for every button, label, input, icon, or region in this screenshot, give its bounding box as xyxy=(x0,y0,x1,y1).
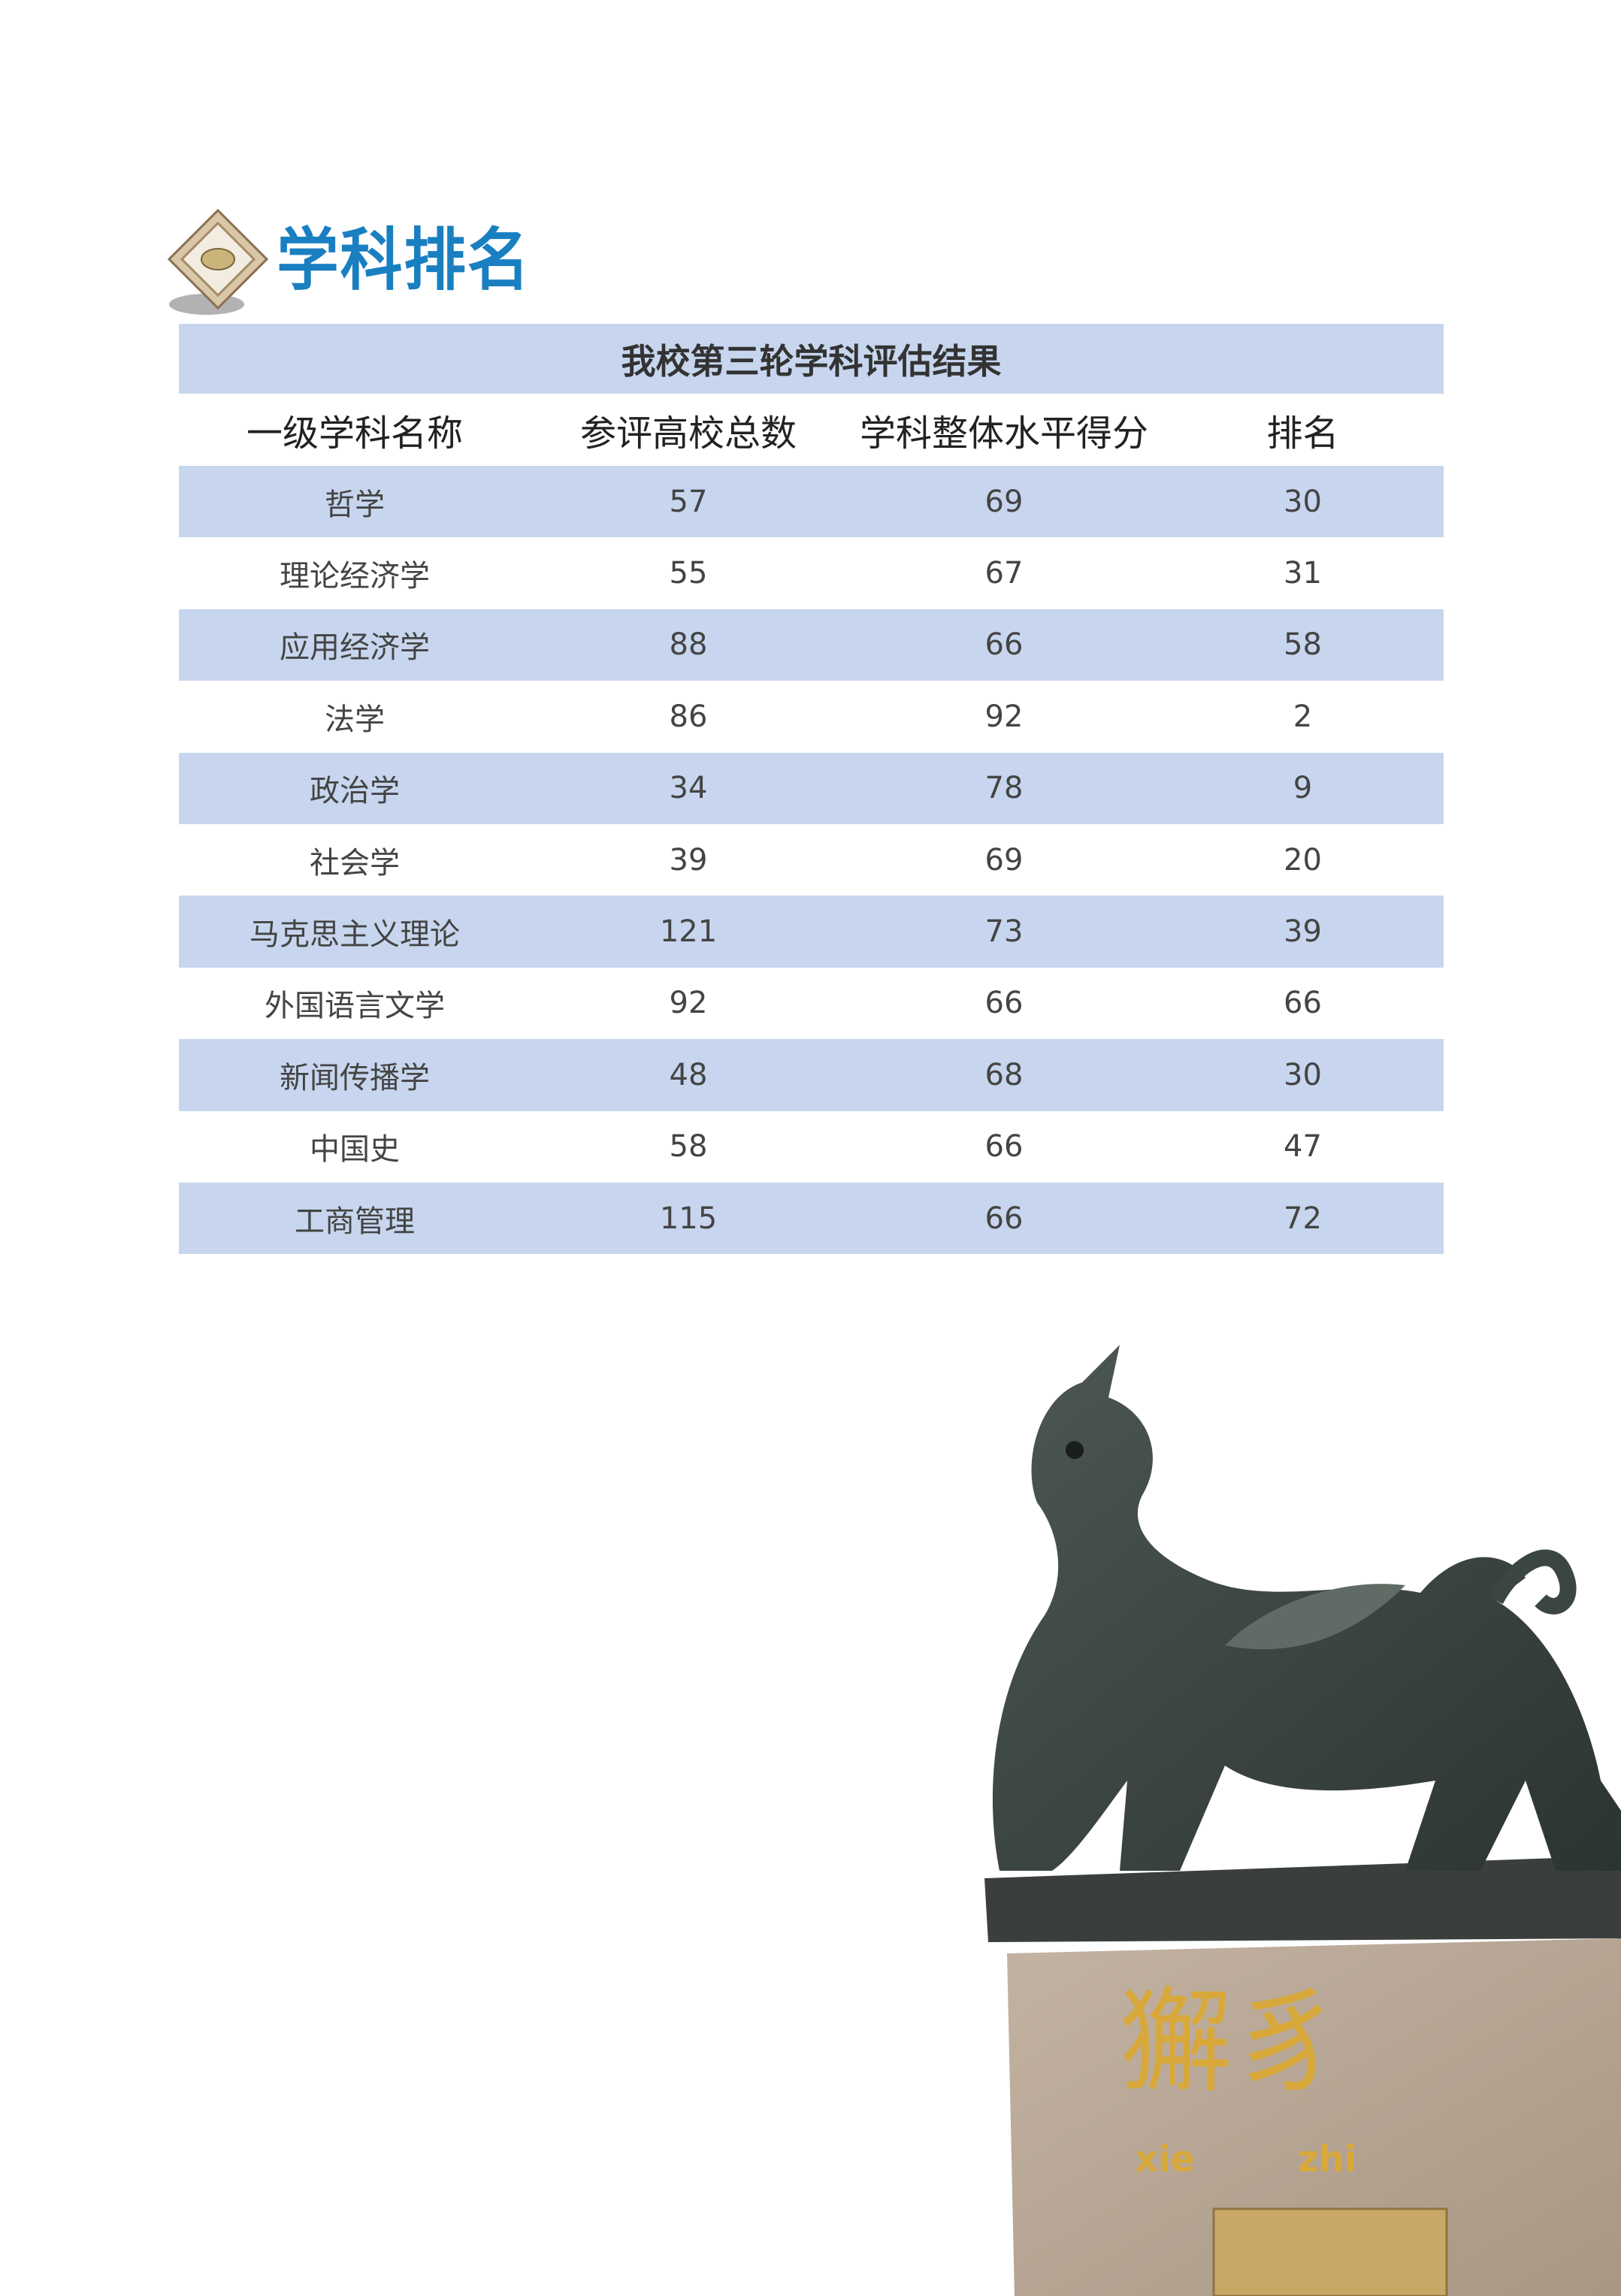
diamond-emblem-icon xyxy=(167,208,269,315)
cell-score: 66 xyxy=(984,1201,1024,1236)
cell-discipline: 新闻传播学 xyxy=(280,1060,430,1095)
table-row: 外国语言文学 92 66 66 xyxy=(179,968,1444,1039)
cell-total-universities: 58 xyxy=(669,1129,708,1165)
table-row: 中国史 58 66 47 xyxy=(179,1111,1444,1183)
cell-rank: 39 xyxy=(1284,914,1322,950)
page-title: 学科排名 xyxy=(277,221,531,300)
table-row: 马克思主义理论 121 73 39 xyxy=(179,896,1444,968)
bronze-plaque xyxy=(1212,2207,1448,2296)
cell-discipline: 政治学 xyxy=(310,774,400,809)
cell-total-universities: 121 xyxy=(659,914,718,950)
cell-score: 66 xyxy=(984,1129,1024,1165)
discipline-ranking-table: 我校第三轮学科评估结果 一级学科名称 参评高校总数 学科整体水平得分 排名 哲学… xyxy=(179,324,1444,1255)
cell-score: 66 xyxy=(984,627,1024,663)
cell-rank: 31 xyxy=(1284,556,1322,591)
cell-total-universities: 55 xyxy=(669,556,708,591)
cell-total-universities: 92 xyxy=(669,986,708,1021)
cell-score: 68 xyxy=(984,1057,1024,1092)
table-row: 政治学 34 78 9 xyxy=(179,752,1444,824)
cell-rank: 9 xyxy=(1293,771,1313,806)
header-discipline: 一级学科名称 xyxy=(246,412,463,455)
cell-discipline: 法学 xyxy=(325,702,385,737)
cell-discipline: 工商管理 xyxy=(295,1204,415,1239)
cell-rank: 30 xyxy=(1284,484,1322,519)
cell-score: 92 xyxy=(984,699,1024,734)
tail xyxy=(1488,1549,1577,1615)
header-total-universities: 参评高校总数 xyxy=(579,412,797,455)
cell-discipline: 中国史 xyxy=(310,1132,400,1168)
cell-discipline: 社会学 xyxy=(310,845,400,881)
cell-discipline: 应用经济学 xyxy=(280,630,430,666)
cell-discipline: 外国语言文学 xyxy=(265,989,445,1024)
cell-score: 69 xyxy=(984,484,1024,519)
cell-rank: 30 xyxy=(1284,1057,1322,1092)
table-row: 应用经济学 88 66 58 xyxy=(179,609,1444,681)
xiezhi-statue-photo: 獬豸 xie zhi xyxy=(984,1345,1621,2296)
table-row: 社会学 39 69 20 xyxy=(179,824,1444,896)
cell-rank: 47 xyxy=(1284,1129,1322,1165)
cell-total-universities: 115 xyxy=(659,1201,718,1236)
cell-total-universities: 34 xyxy=(669,771,708,806)
cell-total-universities: 39 xyxy=(669,842,708,878)
cell-total-universities: 48 xyxy=(669,1057,708,1092)
cell-rank: 72 xyxy=(1284,1201,1322,1236)
cell-rank: 20 xyxy=(1284,842,1322,878)
header-rank: 排名 xyxy=(1266,412,1339,455)
cell-score: 69 xyxy=(984,842,1024,878)
table-row: 工商管理 115 66 72 xyxy=(179,1182,1444,1255)
cell-score: 66 xyxy=(984,986,1024,1021)
inscription-pinyin: xie zhi xyxy=(1135,2138,1356,2180)
cell-rank: 58 xyxy=(1284,627,1322,663)
table-caption: 我校第三轮学科评估结果 xyxy=(179,324,1444,394)
cell-rank: 66 xyxy=(1284,986,1322,1021)
inscription-characters: 獬豸 xyxy=(1120,1977,1345,2108)
table-row: 法学 86 92 2 xyxy=(179,681,1444,752)
cell-discipline: 理论经济学 xyxy=(280,559,430,594)
table-row: 理论经济学 55 67 31 xyxy=(179,537,1444,609)
cell-score: 67 xyxy=(984,556,1024,591)
cell-total-universities: 57 xyxy=(669,484,708,519)
cell-discipline: 哲学 xyxy=(325,487,385,522)
cell-rank: 2 xyxy=(1293,699,1313,734)
cell-total-universities: 88 xyxy=(669,627,708,663)
cell-score: 78 xyxy=(984,771,1024,806)
table-row: 哲学 57 69 30 xyxy=(179,466,1444,538)
header-score: 学科整体水平得分 xyxy=(859,412,1148,455)
table-row: 新闻传播学 48 68 30 xyxy=(179,1039,1444,1111)
cell-total-universities: 86 xyxy=(669,699,708,734)
cell-discipline: 马克思主义理论 xyxy=(250,917,460,953)
table-header-row: 一级学科名称 参评高校总数 学科整体水平得分 排名 xyxy=(179,394,1444,466)
cell-score: 73 xyxy=(984,914,1024,950)
